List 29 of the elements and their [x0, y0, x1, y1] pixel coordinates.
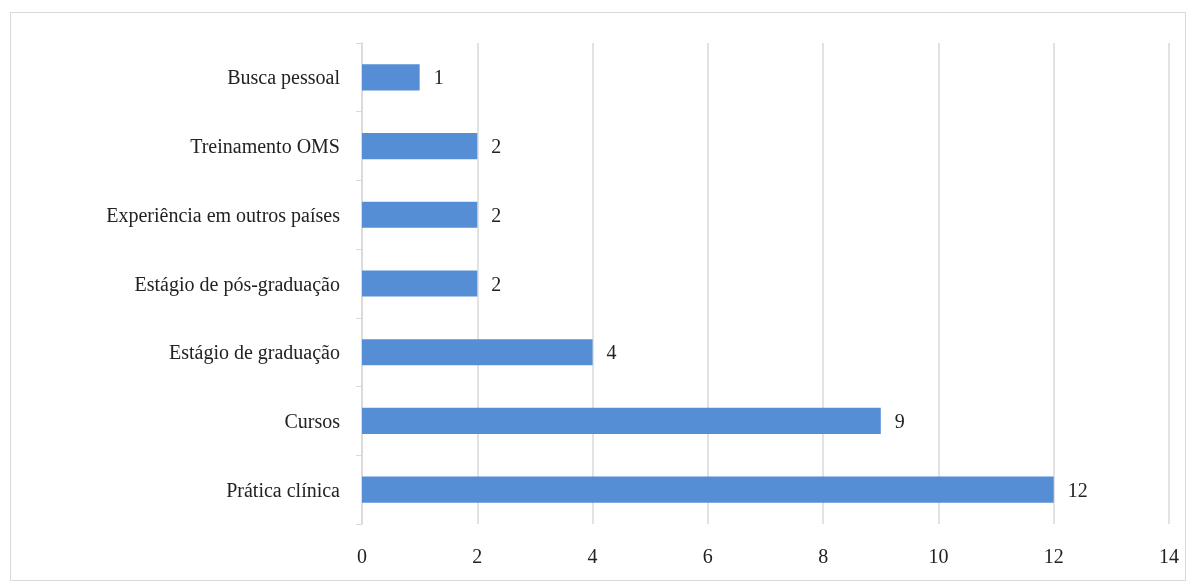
x-tick-label: 14: [1159, 545, 1179, 567]
y-tick-label: Treinamento OMS: [190, 135, 340, 158]
data-label: 12: [1067, 478, 1088, 501]
bar: [362, 339, 593, 366]
y-tick-label: Estágio de pós-graduação: [134, 272, 340, 296]
bar: [362, 476, 1054, 503]
bar: [362, 270, 478, 297]
x-tick-label: 10: [928, 545, 949, 567]
y-tick-label: Experiência em outros países: [106, 203, 341, 227]
y-tick-label: Prática clínica: [226, 478, 341, 501]
x-tick-label: 4: [587, 545, 598, 567]
bar: [362, 64, 420, 91]
bar: [362, 407, 881, 434]
data-label: 9: [894, 409, 905, 432]
x-tick-label: 2: [472, 545, 483, 567]
x-tick-label: 6: [702, 545, 713, 567]
bar: [362, 201, 478, 228]
data-label: 2: [491, 135, 502, 158]
y-tick-label: Busca pessoal: [227, 66, 341, 90]
data-label: 1: [433, 66, 444, 89]
y-tick-label: Cursos: [284, 409, 341, 432]
x-tick-label: 12: [1043, 545, 1064, 567]
x-tick-label: 8: [818, 545, 829, 567]
data-label: 2: [491, 272, 502, 295]
data-label: 4: [606, 341, 617, 364]
x-tick-label: 0: [357, 545, 367, 567]
data-label: 2: [491, 203, 502, 226]
y-tick-label: Estágio de graduação: [168, 341, 340, 365]
bar: [362, 133, 478, 160]
